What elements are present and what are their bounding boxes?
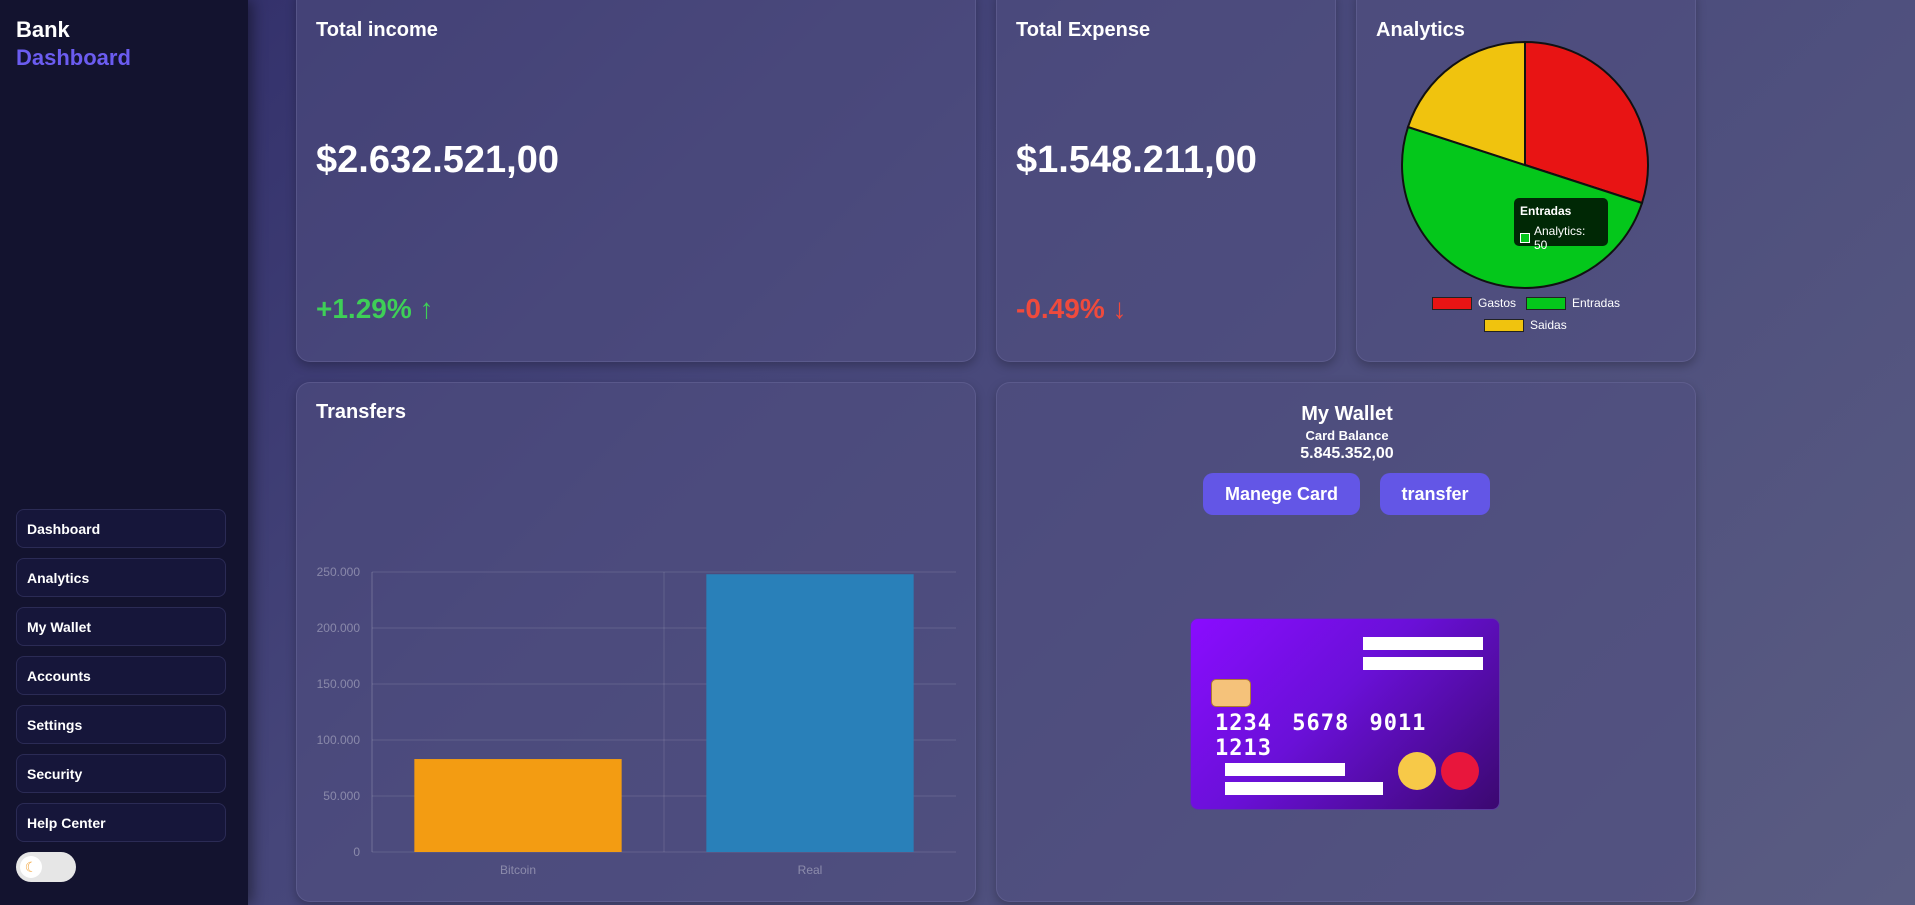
tooltip-value: Analytics: 50 bbox=[1534, 224, 1586, 252]
sidebar-item-my-wallet[interactable]: My Wallet bbox=[16, 607, 226, 646]
card-balance-label: Card Balance bbox=[1305, 428, 1389, 443]
sidebar-item-settings[interactable]: Settings bbox=[16, 705, 226, 744]
transfer-button[interactable]: transfer bbox=[1380, 473, 1490, 515]
x-tick-label: Real bbox=[798, 863, 823, 877]
y-tick-label: 0 bbox=[353, 845, 360, 859]
legend-item-saidas[interactable]: Saidas bbox=[1484, 318, 1567, 332]
sidebar-item-security[interactable]: Security bbox=[16, 754, 226, 793]
total-expense-card: Total Expense $1.548.211,00 -0.49% ↓ bbox=[996, 0, 1336, 362]
wallet-title: My Wallet bbox=[1301, 403, 1393, 425]
analytics-pie-chart[interactable] bbox=[1400, 40, 1650, 290]
sidebar-item-analytics[interactable]: Analytics bbox=[16, 558, 226, 597]
card-stripe bbox=[1225, 763, 1345, 776]
x-tick-label: Bitcoin bbox=[500, 863, 536, 877]
moon-icon: ☾ bbox=[20, 856, 42, 878]
transfers-bar-chart: 0 50.000 100.000 150.000 200.000 250.000 Bitco… bbox=[317, 565, 956, 877]
y-tick-label: 200.000 bbox=[317, 621, 361, 635]
y-tick-label: 250.000 bbox=[317, 565, 361, 579]
tooltip-swatch bbox=[1520, 233, 1530, 243]
y-tick-label: 50.000 bbox=[323, 789, 360, 803]
total-expense-change: -0.49% ↓ bbox=[1016, 293, 1127, 324]
sidebar: Bank Dashboard Dashboard Analytics My Wa… bbox=[0, 0, 248, 905]
total-income-card: Total income $2.632.521,00 +1.29% ↑ bbox=[296, 0, 976, 362]
sidebar-item-accounts[interactable]: Accounts bbox=[16, 656, 226, 695]
card-stripe bbox=[1363, 637, 1483, 650]
y-tick-label: 150.000 bbox=[317, 677, 361, 691]
card-brand-circle-red bbox=[1441, 752, 1479, 790]
legend-swatch bbox=[1432, 296, 1472, 310]
brand-line-2: Dashboard bbox=[16, 45, 131, 70]
legend-swatch bbox=[1526, 296, 1566, 310]
legend-label: Entradas bbox=[1572, 296, 1621, 310]
sidebar-item-help-center[interactable]: Help Center bbox=[16, 803, 226, 842]
analytics-title: Analytics bbox=[1376, 19, 1465, 41]
legend-label: Gastos bbox=[1478, 296, 1517, 310]
brand-logo: Bank Dashboard bbox=[16, 16, 131, 72]
legend-label: Saidas bbox=[1530, 318, 1567, 332]
bar-real[interactable] bbox=[706, 574, 914, 852]
tooltip-title: Entradas bbox=[1520, 204, 1572, 218]
legend-item-entradas[interactable]: Entradas bbox=[1526, 296, 1620, 310]
card-stripe bbox=[1225, 782, 1383, 795]
total-expense-title: Total Expense bbox=[1016, 19, 1151, 41]
sidebar-item-dashboard[interactable]: Dashboard bbox=[16, 509, 226, 548]
brand-line-1: Bank bbox=[16, 17, 70, 42]
pie-slice-saidas[interactable] bbox=[1406, 40, 1526, 167]
card-stripe bbox=[1363, 657, 1483, 670]
legend-swatch bbox=[1484, 318, 1524, 332]
card-number: 1234 5678 9011 1213 bbox=[1215, 711, 1427, 761]
sidebar-nav: Dashboard Analytics My Wallet Accounts S… bbox=[16, 509, 226, 852]
manage-card-button[interactable]: Manege Card bbox=[1203, 473, 1360, 515]
transfers-title: Transfers bbox=[316, 401, 407, 423]
total-income-change: +1.29% ↑ bbox=[316, 293, 434, 324]
card-chip-icon bbox=[1211, 679, 1251, 707]
total-expense-amount: $1.548.211,00 bbox=[1016, 139, 1257, 181]
card-brand-circle-yellow bbox=[1398, 752, 1436, 790]
y-tick-label: 100.000 bbox=[317, 733, 361, 747]
pie-slice-gastos[interactable] bbox=[1524, 40, 1649, 205]
total-income-title: Total income bbox=[316, 19, 438, 41]
pie-tooltip: Entradas Analytics: 50 bbox=[1514, 198, 1608, 252]
card-balance-value: 5.845.352,00 bbox=[1300, 445, 1394, 462]
credit-card-image: 1234 5678 9011 1213 bbox=[1190, 618, 1500, 810]
legend-item-gastos[interactable]: Gastos bbox=[1432, 296, 1516, 310]
total-income-amount: $2.632.521,00 bbox=[316, 139, 560, 181]
bar-bitcoin[interactable] bbox=[414, 759, 622, 852]
theme-toggle[interactable]: ☾ bbox=[16, 852, 76, 882]
